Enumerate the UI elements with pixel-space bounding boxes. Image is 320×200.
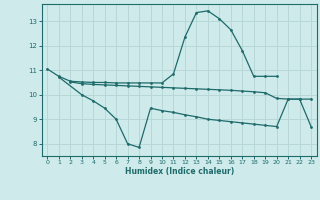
X-axis label: Humidex (Indice chaleur): Humidex (Indice chaleur) xyxy=(124,167,234,176)
